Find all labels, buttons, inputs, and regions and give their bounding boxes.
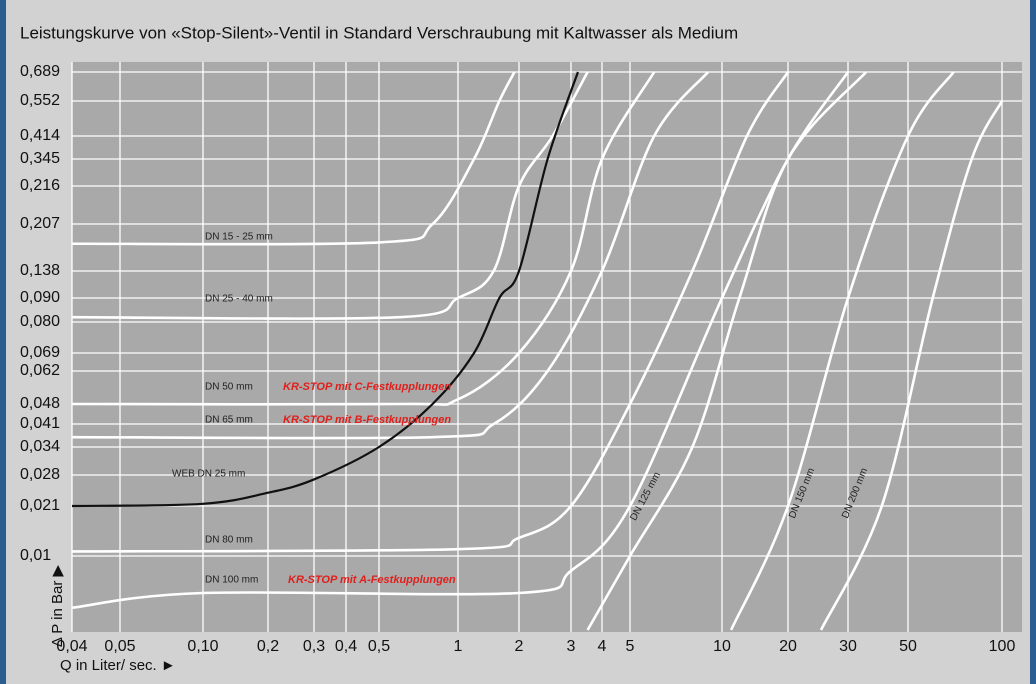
x-tick-label: 0,3: [303, 638, 325, 655]
x-tick-label: 100: [989, 638, 1016, 655]
y-tick-label: 0,048: [20, 395, 60, 412]
y-tick-label: 0,689: [20, 63, 60, 80]
annotation: KR-STOP mit C-Festkupplungen: [283, 381, 451, 393]
x-tick-label: 4: [598, 638, 607, 655]
plot-area: [72, 62, 1022, 632]
curves: [72, 71, 1004, 631]
y-tick-label: 0,01: [20, 547, 51, 564]
y-tick-label: 0,090: [20, 289, 60, 306]
x-tick-label: 20: [779, 638, 797, 655]
curve-label: DN 25 - 40 mm: [205, 294, 273, 305]
curve: [72, 71, 710, 440]
x-tick-label: 0,04: [56, 638, 87, 655]
curve-label: WEB DN 25 mm: [172, 469, 245, 480]
y-tick-label: 0,138: [20, 262, 60, 279]
chart-title: Leistungskurve von «Stop-Silent»-Ventil …: [20, 23, 738, 42]
curve: [72, 71, 656, 406]
x-tick-label: 1: [454, 638, 463, 655]
curve: [72, 71, 516, 246]
x-tick-label: 0,10: [187, 638, 218, 655]
x-tick-label: 5: [626, 638, 635, 655]
x-tick-label: 50: [899, 638, 917, 655]
y-tick-label: 0,034: [20, 438, 60, 455]
curve: [819, 100, 1004, 631]
curve-label: DN 15 - 25 mm: [205, 232, 273, 243]
y-tick-label: 0,207: [20, 215, 60, 232]
y-axis-label: Δ P in Bar ▶: [49, 564, 66, 647]
curve-label: DN 50 mm: [205, 382, 253, 393]
y-tick-label: 0,028: [20, 466, 60, 483]
curve-label: DN 65 mm: [205, 415, 253, 426]
x-tick-label: 3: [567, 638, 576, 655]
annotation: KR-STOP mit B-Festkupplungen: [283, 414, 451, 426]
curve: [72, 71, 579, 508]
curve: [72, 71, 850, 610]
x-tick-label: 0,05: [104, 638, 135, 655]
x-tick-label: 0,4: [335, 638, 357, 655]
x-tick-label: 10: [713, 638, 731, 655]
curve: [586, 71, 868, 631]
x-tick-label: 0,2: [257, 638, 279, 655]
x-tick-label: 2: [515, 638, 524, 655]
labels: 0,6890,5520,4140,3450,2160,2070,1380,090…: [20, 63, 1015, 655]
y-tick-label: 0,041: [20, 415, 60, 432]
y-tick-label: 0,021: [20, 497, 60, 514]
y-tick-label: 0,080: [20, 313, 60, 330]
y-tick-label: 0,216: [20, 177, 60, 194]
y-tick-label: 0,062: [20, 362, 60, 379]
x-tick-label: 30: [839, 638, 857, 655]
x-tick-label: 0,5: [368, 638, 390, 655]
curve: [729, 71, 955, 631]
curve-label: DN 100 mm: [205, 575, 258, 586]
y-tick-label: 0,552: [20, 92, 60, 109]
curve-label: DN 80 mm: [205, 535, 253, 546]
y-tick-label: 0,414: [20, 127, 60, 144]
annotation: KR-STOP mit A-Festkupplungen: [288, 574, 456, 586]
curve: [72, 71, 790, 553]
y-tick-label: 0,069: [20, 344, 60, 361]
y-tick-label: 0,345: [20, 150, 60, 167]
x-axis-label: Q in Liter/ sec. ►: [60, 657, 176, 674]
curve: [72, 71, 589, 320]
